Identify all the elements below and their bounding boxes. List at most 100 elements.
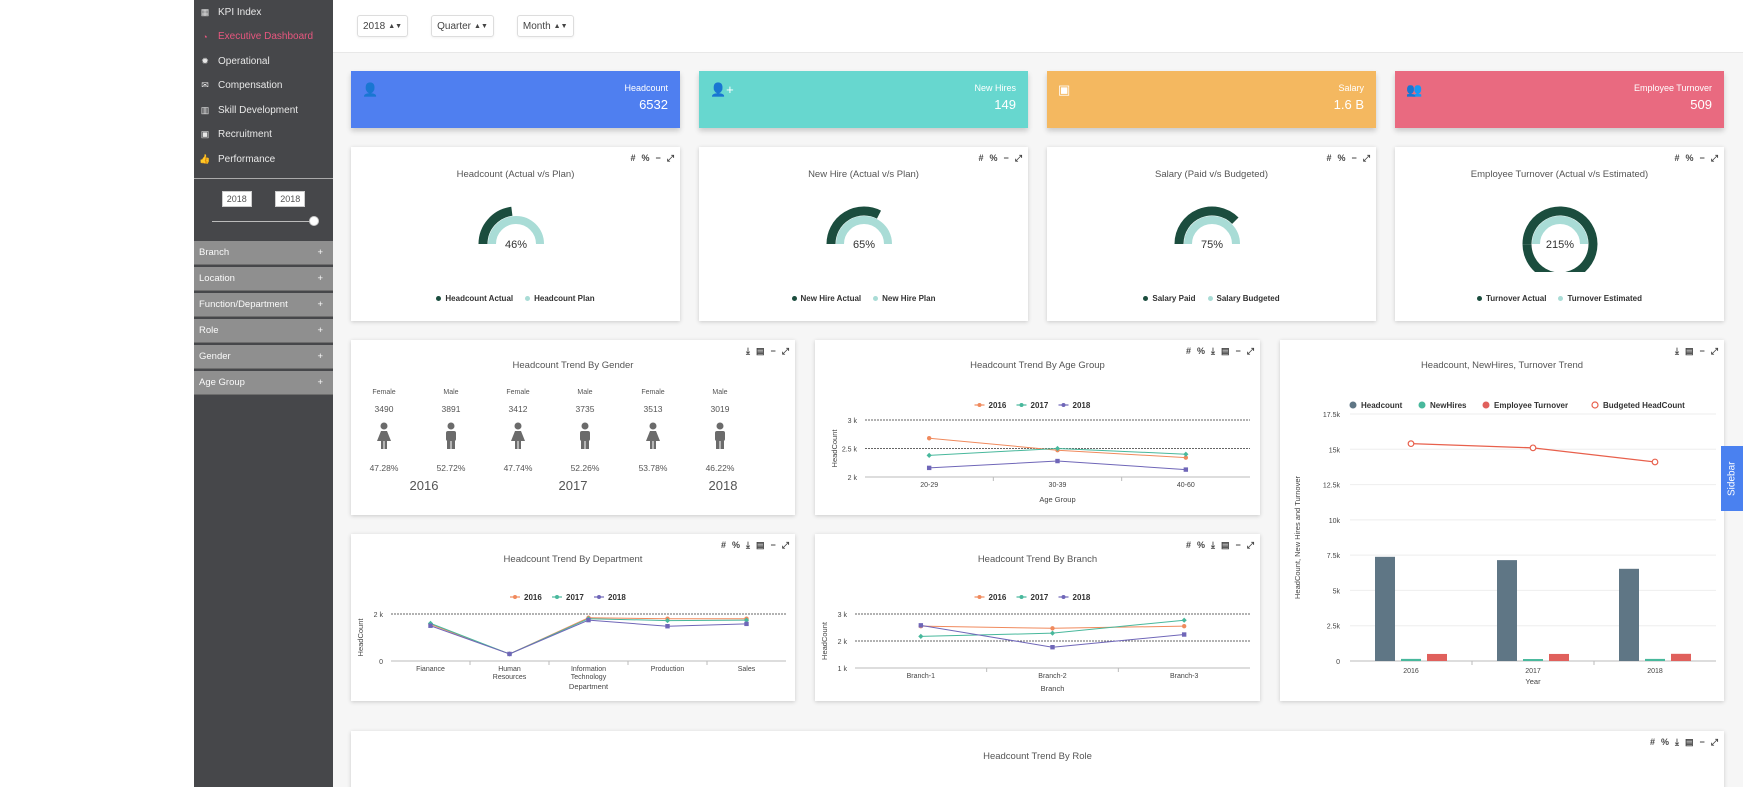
- bar-newhires[interactable]: [1523, 659, 1543, 661]
- table-icon[interactable]: ▤: [1221, 540, 1230, 550]
- nav-performance[interactable]: 👍 Performance: [194, 147, 333, 172]
- data-point[interactable]: [1049, 630, 1056, 636]
- bar-employee-turnover[interactable]: [1427, 653, 1447, 661]
- hash-icon[interactable]: #: [1186, 540, 1192, 550]
- data-point[interactable]: [1183, 467, 1189, 472]
- minimize-icon[interactable]: −: [1003, 153, 1009, 163]
- data-point[interactable]: [1407, 440, 1415, 448]
- expand-icon[interactable]: ⤢: [1710, 346, 1718, 356]
- data-point[interactable]: [665, 624, 670, 629]
- data-point[interactable]: [1055, 458, 1060, 464]
- legend-actual[interactable]: Turnover Actual: [1477, 294, 1546, 303]
- percent-icon[interactable]: %: [1685, 153, 1694, 163]
- minimize-icon[interactable]: −: [1351, 153, 1357, 163]
- hash-icon[interactable]: #: [1650, 737, 1656, 747]
- download-icon[interactable]: ⤓: [1211, 346, 1216, 356]
- filter-branch[interactable]: Branch +: [194, 240, 333, 265]
- filter-location[interactable]: Location +: [194, 266, 333, 291]
- hash-icon[interactable]: #: [721, 540, 727, 550]
- nav-skill-development[interactable]: ▥ Skill Development: [194, 98, 333, 123]
- nav-compensation[interactable]: ✉ Compensation: [194, 74, 333, 99]
- data-point[interactable]: [918, 623, 924, 628]
- filter-age-group[interactable]: Age Group +: [194, 370, 333, 395]
- data-point[interactable]: [1181, 617, 1187, 623]
- legend-marker[interactable]: [1591, 401, 1599, 409]
- kpi-salary[interactable]: ▣ Salary 1.6 B: [1047, 71, 1376, 128]
- legend-marker[interactable]: [1349, 401, 1357, 409]
- filter-role[interactable]: Role +: [194, 318, 333, 343]
- data-point[interactable]: [926, 452, 932, 458]
- percent-icon[interactable]: %: [1197, 540, 1206, 550]
- nav-executive-dashboard[interactable]: ◔ Executive Dashboard: [194, 25, 333, 50]
- minimize-icon[interactable]: −: [770, 346, 776, 356]
- year-from-input[interactable]: 2018: [221, 190, 252, 207]
- expand-icon[interactable]: ⤢: [781, 346, 789, 356]
- kpi-new-hires[interactable]: 👤+ New Hires 149: [699, 71, 1028, 128]
- minimize-icon[interactable]: −: [1235, 540, 1241, 550]
- legend-label[interactable]: NewHires: [1430, 401, 1467, 410]
- legend-label[interactable]: 2017: [566, 593, 584, 602]
- data-point[interactable]: [507, 651, 512, 657]
- legend-label[interactable]: 2016: [989, 401, 1007, 410]
- legend-label[interactable]: 2016: [989, 593, 1007, 602]
- data-point[interactable]: [1050, 626, 1055, 631]
- data-point[interactable]: [1181, 632, 1187, 637]
- download-icon[interactable]: ⤓: [746, 346, 751, 356]
- minimize-icon[interactable]: −: [655, 153, 661, 163]
- expand-icon[interactable]: ⤢: [666, 153, 674, 163]
- filter-gender[interactable]: Gender +: [194, 344, 333, 369]
- hash-icon[interactable]: #: [978, 153, 984, 163]
- granularity-select[interactable]: Month ▲▼: [516, 15, 574, 37]
- data-point[interactable]: [586, 617, 591, 623]
- legend-marker[interactable]: [1418, 401, 1426, 409]
- legend-actual[interactable]: Headcount Actual: [436, 294, 513, 303]
- legend-actual[interactable]: New Hire Actual: [791, 294, 861, 303]
- percent-icon[interactable]: %: [1337, 153, 1346, 163]
- legend-label[interactable]: Budgeted HeadCount: [1603, 401, 1685, 410]
- data-point[interactable]: [1183, 451, 1189, 457]
- percent-icon[interactable]: %: [641, 153, 650, 163]
- kpi-headcount[interactable]: 👤 Headcount 6532: [351, 71, 680, 128]
- legend-label[interactable]: 2018: [1073, 593, 1091, 602]
- sidebar-toggle-tab[interactable]: Sidebar: [1721, 446, 1743, 511]
- expand-icon[interactable]: ⤢: [1710, 737, 1718, 747]
- expand-icon[interactable]: ⤢: [1014, 153, 1022, 163]
- table-icon[interactable]: ▤: [1221, 346, 1230, 356]
- legend-label[interactable]: Employee Turnover: [1494, 401, 1568, 410]
- nav-recruitment[interactable]: ▣ Recruitment: [194, 123, 333, 148]
- minimize-icon[interactable]: −: [1699, 737, 1705, 747]
- legend-marker[interactable]: [1482, 401, 1490, 409]
- minimize-icon[interactable]: −: [1235, 346, 1241, 356]
- minimize-icon[interactable]: −: [770, 540, 776, 550]
- bar-employee-turnover[interactable]: [1671, 653, 1691, 661]
- legend-label[interactable]: 2018: [608, 593, 626, 602]
- bar-headcount[interactable]: [1497, 560, 1517, 661]
- period-select[interactable]: Quarter ▲▼: [431, 15, 494, 37]
- percent-icon[interactable]: %: [989, 153, 998, 163]
- data-point[interactable]: [1050, 645, 1055, 650]
- legend-label[interactable]: 2017: [1031, 401, 1049, 410]
- expand-icon[interactable]: ⤢: [1246, 346, 1254, 356]
- table-icon[interactable]: ▤: [756, 346, 765, 356]
- expand-icon[interactable]: ⤢: [1362, 153, 1370, 163]
- minimize-icon[interactable]: −: [1699, 346, 1705, 356]
- data-point[interactable]: [926, 465, 932, 471]
- legend-actual[interactable]: Salary Paid: [1143, 294, 1196, 303]
- year-to-input[interactable]: 2018: [275, 190, 306, 207]
- bar-headcount[interactable]: [1619, 568, 1639, 661]
- expand-icon[interactable]: ⤢: [1710, 153, 1718, 163]
- download-icon[interactable]: ⤓: [1675, 737, 1680, 747]
- legend-label[interactable]: 2016: [524, 593, 542, 602]
- hash-icon[interactable]: #: [630, 153, 636, 163]
- legend-plan[interactable]: Salary Budgeted: [1207, 294, 1280, 303]
- percent-icon[interactable]: %: [1197, 346, 1206, 356]
- expand-icon[interactable]: ⤢: [1246, 540, 1254, 550]
- data-point[interactable]: [1181, 623, 1187, 629]
- slider-handle[interactable]: [309, 215, 319, 226]
- table-icon[interactable]: ▤: [1685, 737, 1694, 747]
- download-icon[interactable]: ⤓: [1211, 540, 1216, 550]
- hash-icon[interactable]: #: [1186, 346, 1192, 356]
- legend-plan[interactable]: Turnover Estimated: [1558, 294, 1642, 303]
- data-point[interactable]: [918, 633, 924, 640]
- download-icon[interactable]: ⤓: [746, 540, 751, 550]
